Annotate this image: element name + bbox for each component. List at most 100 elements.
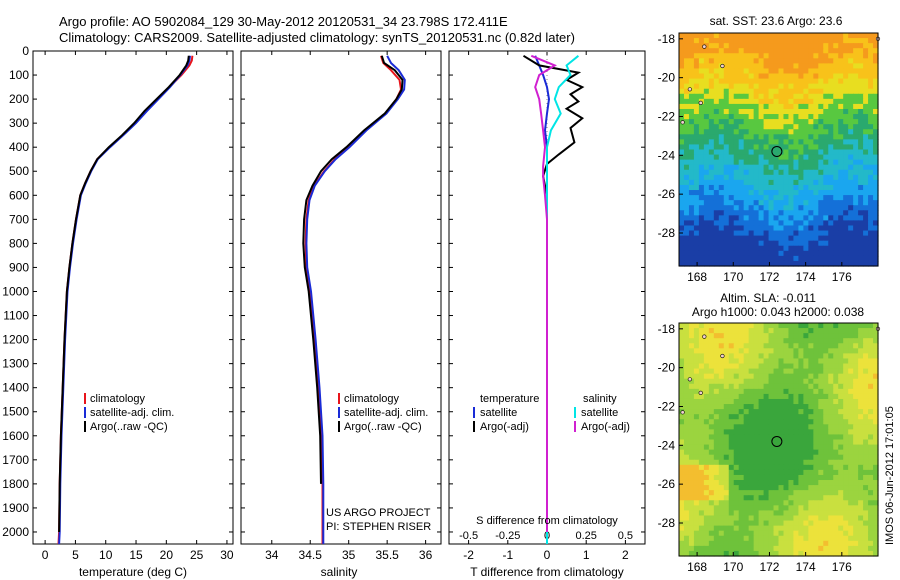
heatmap-cell — [688, 43, 695, 49]
heatmap-cell — [873, 353, 879, 360]
heatmap-cell — [823, 333, 829, 339]
heatmap-cell — [863, 404, 869, 410]
heatmap-cell — [688, 144, 695, 151]
heatmap-cell — [708, 328, 715, 334]
heatmap-cell — [868, 434, 874, 441]
heatmap-cell — [703, 495, 710, 501]
heatmap-cell — [828, 119, 834, 125]
heatmap-cell — [703, 398, 710, 405]
heatmap-cell — [698, 33, 705, 39]
heatmap-cell — [768, 424, 775, 430]
heatmap-cell — [833, 103, 839, 110]
heatmap-cell — [868, 215, 874, 222]
heatmap-cell — [738, 98, 745, 105]
heatmap-cell — [853, 333, 859, 339]
heatmap-cell — [679, 530, 685, 537]
heatmap-cell — [698, 535, 705, 542]
heatmap-cell — [698, 373, 705, 380]
heatmap-cell — [848, 174, 854, 181]
heatmap-cell — [818, 424, 824, 430]
heatmap-cell — [768, 68, 775, 75]
heatmap-cell — [838, 535, 844, 542]
heatmap-cell — [728, 58, 735, 64]
heatmap-cell — [798, 235, 804, 242]
heatmap-cell — [788, 495, 795, 501]
heatmap-cell — [758, 545, 765, 552]
heatmap-cell — [688, 363, 695, 370]
heatmap-cell — [718, 373, 725, 380]
heatmap-cell — [688, 348, 695, 354]
heatmap-cell — [858, 184, 864, 191]
heatmap-cell — [833, 398, 839, 405]
heatmap-cell — [848, 58, 854, 64]
heatmap-cell — [858, 500, 864, 506]
heatmap-cell — [808, 88, 814, 95]
heatmap-cell — [683, 439, 690, 446]
heatmap-cell — [679, 134, 685, 140]
heatmap-cell — [688, 424, 695, 430]
heatmap-cell — [743, 164, 750, 171]
heatmap-cell — [713, 393, 720, 400]
heatmap-cell — [688, 480, 695, 486]
heatmap-cell — [868, 108, 874, 115]
heatmap-cell — [763, 245, 770, 252]
heatmap-cell — [728, 373, 735, 380]
heatmap-cell — [748, 474, 755, 481]
heatmap-cell — [683, 235, 690, 242]
heatmap-cell — [843, 149, 849, 156]
heatmap-cell — [808, 515, 814, 522]
heatmap-cell — [863, 368, 869, 375]
heatmap-cell — [798, 179, 804, 186]
heatmap-cell — [798, 78, 804, 85]
heatmap-cell — [683, 48, 690, 54]
heatmap-cell — [833, 338, 839, 344]
heatmap-cell — [858, 98, 864, 105]
heatmap-cell — [823, 469, 829, 476]
heatmap-cell — [763, 139, 770, 146]
heatmap-cell — [683, 373, 690, 380]
heatmap-cell — [783, 108, 790, 115]
heatmap-cell — [743, 53, 750, 59]
heatmap-cell — [808, 184, 814, 191]
heatmap-cell — [733, 348, 740, 354]
x-tick-label: 34.5 — [299, 548, 323, 562]
heatmap-cell — [798, 159, 804, 166]
heatmap-cell — [768, 159, 775, 166]
heatmap-cell — [873, 190, 879, 196]
heatmap-cell — [683, 98, 690, 105]
heatmap-cell — [698, 439, 705, 446]
heatmap-cell — [823, 184, 829, 191]
heatmap-cell — [778, 469, 785, 476]
heatmap-cell — [873, 225, 879, 232]
heatmap-cell — [743, 409, 750, 415]
heatmap-cell — [808, 444, 814, 451]
heatmap-cell — [688, 545, 695, 552]
heatmap-cell — [823, 169, 829, 176]
heatmap-cell — [683, 434, 690, 441]
heatmap-cell — [793, 38, 799, 44]
heatmap-cell — [813, 353, 819, 360]
heatmap-cell — [768, 195, 775, 201]
heatmap-cell — [679, 333, 685, 339]
heatmap-cell — [848, 215, 854, 222]
heatmap-cell — [848, 398, 854, 405]
heatmap-cell — [793, 525, 799, 532]
heatmap-cell — [838, 358, 844, 365]
island-marker — [680, 410, 685, 415]
heatmap-cell — [808, 260, 814, 267]
heatmap-cell — [683, 545, 690, 552]
heatmap-cell — [863, 419, 869, 425]
heatmap-cell — [708, 373, 715, 380]
heatmap-cell — [708, 535, 715, 542]
heatmap-cell — [868, 404, 874, 410]
heatmap-cell — [748, 414, 755, 420]
heatmap-cell — [858, 78, 864, 85]
heatmap-cell — [773, 230, 780, 237]
heatmap-cell — [698, 235, 705, 242]
heatmap-cell — [843, 424, 849, 430]
heatmap-cell — [833, 469, 839, 476]
heatmap-cell — [688, 78, 695, 85]
heatmap-cell — [698, 414, 705, 420]
heatmap-cell — [683, 38, 690, 44]
heatmap-cell — [813, 68, 819, 75]
